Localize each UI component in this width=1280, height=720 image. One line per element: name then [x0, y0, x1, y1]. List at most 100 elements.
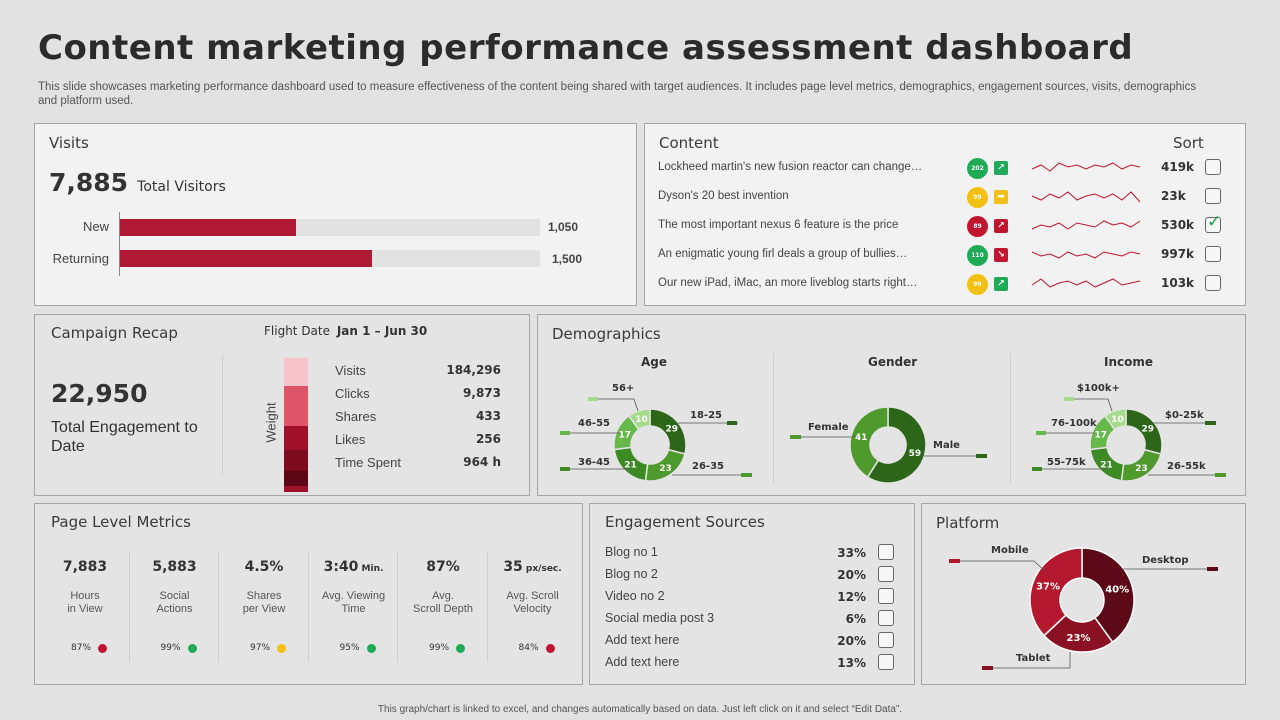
donut-slice	[849, 406, 889, 479]
content-views: 103k	[1161, 276, 1195, 290]
leader-line	[588, 398, 639, 412]
slice-category-label: 76-100k	[1051, 418, 1097, 429]
content-item-title[interactable]: Dyson's 20 best invention	[658, 190, 789, 202]
campaign-row-value: 9,873	[463, 386, 501, 400]
slice-value-label: 59	[909, 449, 922, 459]
metric-percent: 87%	[71, 643, 92, 653]
metric-label: Avg. Scroll Velocity	[489, 590, 577, 616]
content-item-title[interactable]: The most important nexus 6 feature is th…	[658, 219, 899, 231]
platform-slice-value: 23%	[1067, 633, 1091, 644]
metric-value: 7,883	[41, 559, 129, 575]
campaign-row-value: 256	[475, 432, 501, 446]
legend-tick	[949, 559, 960, 563]
page-metrics-title: Page Level Metrics	[51, 513, 191, 531]
weight-segment	[284, 471, 308, 486]
metric-number: 5,883	[152, 559, 197, 575]
campaign-row-label: Visits	[335, 363, 366, 378]
engagement-source-label: Blog no 1	[605, 545, 658, 559]
demographics-title: Demographics	[552, 325, 661, 343]
engagement-source-value: 6%	[845, 612, 866, 626]
footer-note: This graph/chart is linked to excel, and…	[377, 704, 903, 715]
page-title: Content marketing performance assessment…	[38, 28, 1134, 68]
content-sort-checkbox[interactable]	[1205, 246, 1221, 262]
legend-tick	[560, 467, 570, 471]
slice-category-label: 36-45	[578, 457, 610, 468]
metric-label-line: Velocity	[513, 603, 552, 615]
slice-value-label: 41	[855, 433, 868, 443]
metric-value: 4.5%	[220, 559, 308, 575]
content-score-badge: 110	[967, 245, 988, 266]
metric-label: Avg. Viewing Time	[310, 590, 398, 616]
content-score-badge: 89	[967, 216, 988, 237]
content-item-title[interactable]: Our new iPad, iMac, an more liveblog sta…	[658, 277, 918, 289]
metric-percent: 99%	[160, 643, 181, 653]
content-sparkline	[1031, 251, 1141, 259]
slice-value-label: 29	[1141, 424, 1154, 434]
demographics-charts: 29 23 21 17 10 18-25 26-35 36-45 46-55 56+ 59 41 Mal…	[560, 383, 1226, 484]
metric-label-line: per View	[242, 603, 286, 615]
slice-category-label: Tablet	[1016, 653, 1051, 664]
campaign-row-value: 964 h	[463, 455, 501, 469]
slice-category-label: $100k+	[1077, 383, 1120, 394]
engagement-source-checkbox[interactable]	[878, 632, 894, 648]
engagement-source-checkbox[interactable]	[878, 654, 894, 670]
content-item-title[interactable]: An enigmatic young firl deals a group of…	[658, 248, 908, 260]
legend-tick	[560, 431, 570, 435]
campaign-row-label: Shares	[335, 409, 377, 424]
content-panel: Content Sort Lockheed martin's new fusio…	[644, 123, 1246, 306]
slice-category-label: Male	[933, 440, 960, 451]
engagement-source-checkbox[interactable]	[878, 610, 894, 626]
metric-label-line: Scroll Depth	[413, 603, 473, 615]
sort-label: Sort	[1173, 134, 1204, 152]
demo-divider-2	[1010, 353, 1011, 483]
metric-label: Hours in View	[41, 590, 129, 616]
engagement-source-value: 20%	[837, 568, 866, 582]
content-sort-checkbox[interactable]	[1205, 159, 1221, 175]
slice-value-label: 23	[1135, 464, 1148, 474]
content-sort-checkbox[interactable]	[1205, 275, 1221, 291]
metric-status-dot	[456, 644, 465, 653]
slice-value-label: 29	[665, 424, 678, 434]
page-subtitle: This slide showcases marketing performan…	[38, 81, 1197, 107]
slice-category-label: 26-35	[692, 461, 724, 472]
weight-segment	[284, 386, 308, 426]
metric-percent: 84%	[518, 643, 539, 653]
engagement-source-checkbox[interactable]	[878, 544, 894, 560]
platform-panel: Platform 40% 23% 37% Desktop Mobile Tablet	[921, 503, 1246, 685]
visits-bar-label-new: New	[82, 219, 109, 234]
slice-category-label: Desktop	[1142, 555, 1189, 566]
arrow-up-right-icon: ↗	[994, 219, 1008, 233]
visits-axis	[119, 212, 120, 276]
content-sparkline	[1031, 278, 1141, 288]
flight-range: Jan 1 – Jun 30	[336, 324, 428, 338]
engagement-source-value: 20%	[837, 634, 866, 648]
metric-value: 5,883	[131, 559, 219, 575]
content-sort-checkbox[interactable]: ✓	[1205, 212, 1221, 233]
engagement-source-checkbox[interactable]	[878, 588, 894, 604]
campaign-row-label: Clicks	[335, 386, 370, 401]
metric-label-line: Shares	[246, 590, 282, 602]
content-views: 530k	[1161, 218, 1195, 232]
slice-category-label: Mobile	[991, 545, 1029, 556]
slice-category-label: 18-25	[690, 410, 722, 421]
legend-tick	[976, 454, 987, 458]
leader-line	[1064, 398, 1113, 412]
platform-slice	[1029, 547, 1083, 637]
demo-divider-1	[773, 353, 774, 483]
sparkline-line	[1031, 162, 1141, 172]
content-sort-checkbox[interactable]	[1205, 188, 1221, 204]
metric-divider	[128, 552, 130, 662]
metric-label-line: Hours	[70, 590, 100, 602]
income-title: Income	[1104, 355, 1154, 369]
slice-value-label: 21	[1100, 461, 1113, 471]
slice-value-label: 23	[659, 464, 672, 474]
engagement-source-checkbox[interactable]	[878, 566, 894, 582]
sparkline-line	[1031, 251, 1141, 259]
slice-category-label: 46-55	[578, 418, 610, 429]
metric-number: 4.5%	[244, 559, 284, 575]
content-title: Content	[659, 134, 719, 152]
donut-slice	[1103, 408, 1127, 431]
legend-tick	[1036, 431, 1046, 435]
visits-bar-track-returning	[120, 250, 540, 267]
content-item-title[interactable]: Lockheed martin's new fusion reactor can…	[658, 161, 923, 173]
